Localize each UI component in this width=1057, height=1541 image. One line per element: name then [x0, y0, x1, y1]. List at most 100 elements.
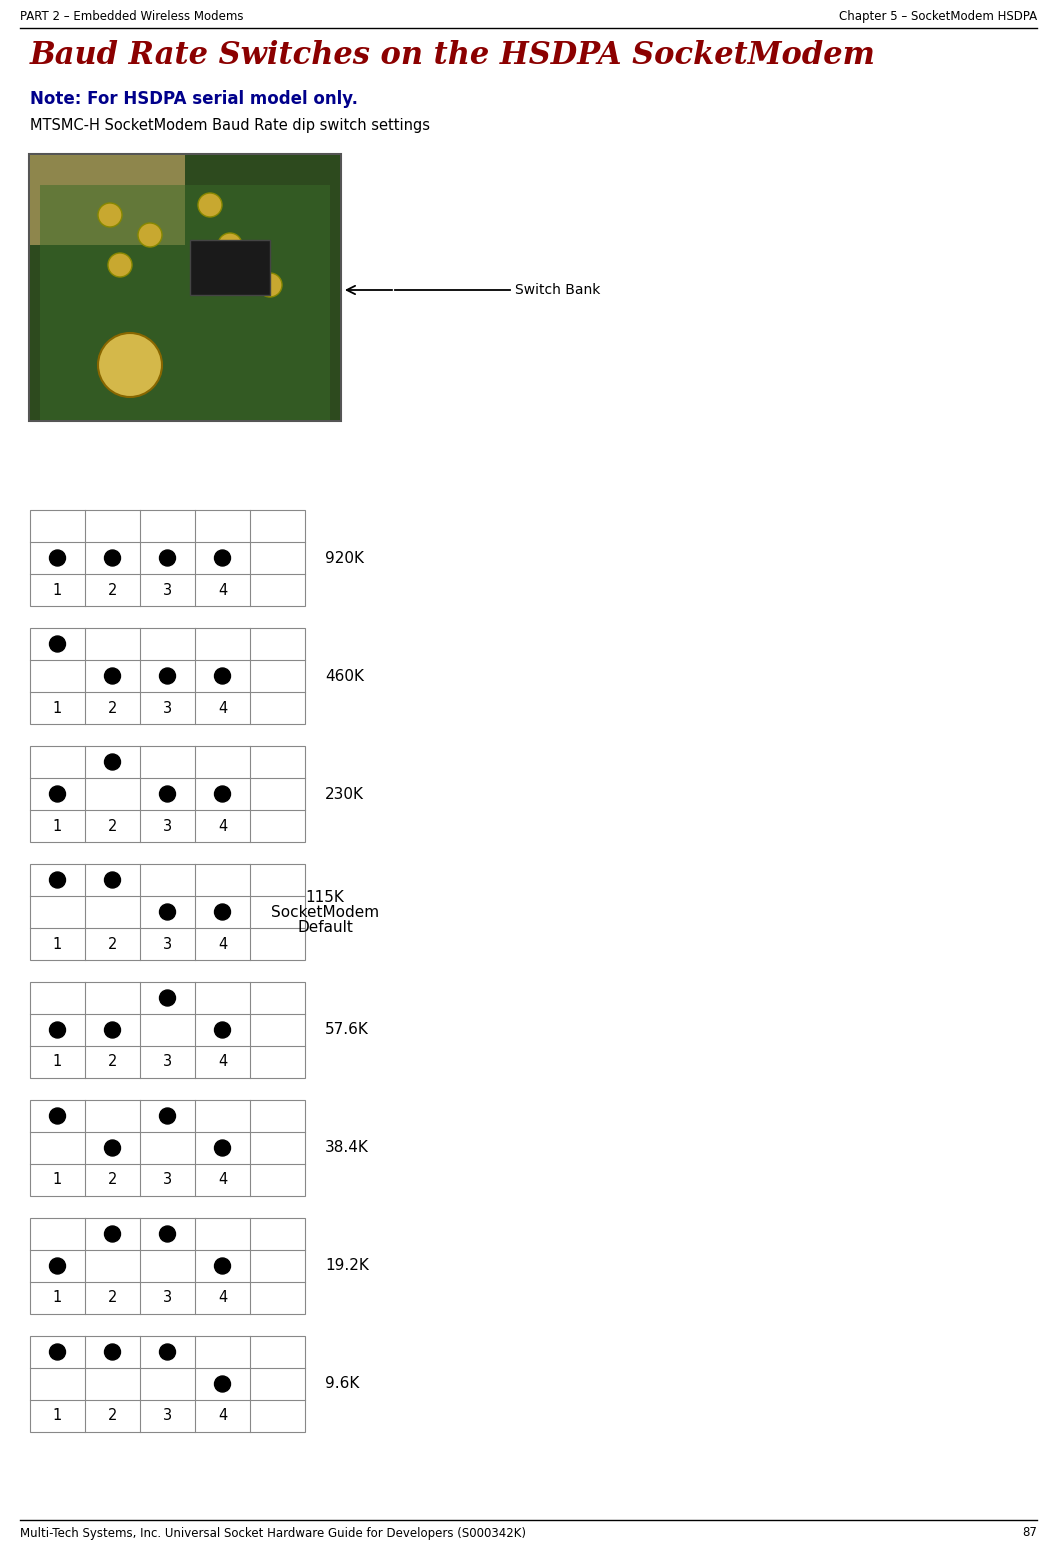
Circle shape [215, 667, 230, 684]
Bar [30, 1336, 305, 1432]
Text: 115K: 115K [305, 889, 345, 905]
Text: 1: 1 [53, 1173, 62, 1188]
Text: 1: 1 [53, 818, 62, 834]
Text: 1: 1 [53, 1408, 62, 1424]
Circle shape [105, 550, 120, 566]
Bar [30, 629, 305, 724]
Text: 4: 4 [218, 1408, 227, 1424]
Circle shape [138, 223, 162, 247]
Circle shape [105, 1344, 120, 1361]
Text: 230K: 230K [324, 786, 364, 801]
Text: 1: 1 [53, 582, 62, 598]
Circle shape [98, 203, 122, 227]
Circle shape [50, 636, 66, 652]
Bar [30, 1100, 305, 1196]
Bar [29, 154, 341, 421]
Text: 3: 3 [163, 937, 172, 951]
Circle shape [98, 333, 162, 398]
Text: 2: 2 [108, 1290, 117, 1305]
Text: 2: 2 [108, 818, 117, 834]
Bar [30, 156, 340, 421]
Circle shape [105, 1022, 120, 1039]
Text: 2: 2 [108, 1408, 117, 1424]
Text: 2: 2 [108, 701, 117, 715]
Text: Default: Default [297, 920, 353, 934]
Text: 920K: 920K [324, 550, 364, 566]
Circle shape [105, 1140, 120, 1156]
Circle shape [50, 1257, 66, 1274]
Text: Multi-Tech Systems, Inc. Universal Socket Hardware Guide for Developers (S000342: Multi-Tech Systems, Inc. Universal Socke… [20, 1527, 526, 1539]
Text: 3: 3 [163, 1290, 172, 1305]
Circle shape [50, 550, 66, 566]
Circle shape [160, 786, 175, 801]
Circle shape [198, 193, 222, 217]
Text: 1: 1 [53, 1054, 62, 1069]
Circle shape [215, 905, 230, 920]
Text: 3: 3 [163, 1408, 172, 1424]
Circle shape [105, 872, 120, 888]
Text: 2: 2 [108, 1173, 117, 1188]
Text: Baud Rate Switches on the HSDPA SocketModem: Baud Rate Switches on the HSDPA SocketMo… [30, 40, 876, 71]
Circle shape [160, 667, 175, 684]
Bar [190, 240, 270, 294]
Text: Switch Bank: Switch Bank [515, 284, 600, 297]
Text: 4: 4 [218, 701, 227, 715]
Circle shape [215, 550, 230, 566]
Text: 4: 4 [218, 937, 227, 951]
Bar [30, 746, 305, 841]
Circle shape [160, 550, 175, 566]
Text: 9.6K: 9.6K [324, 1376, 359, 1392]
Circle shape [50, 786, 66, 801]
Text: 4: 4 [218, 1290, 227, 1305]
Circle shape [50, 1022, 66, 1039]
Text: 87: 87 [1022, 1527, 1037, 1539]
Circle shape [215, 1022, 230, 1039]
Text: 57.6K: 57.6K [324, 1023, 369, 1037]
Circle shape [50, 1344, 66, 1361]
Circle shape [160, 1344, 175, 1361]
Circle shape [50, 872, 66, 888]
Circle shape [105, 1227, 120, 1242]
Bar [30, 510, 305, 606]
Circle shape [105, 667, 120, 684]
Text: 4: 4 [218, 1054, 227, 1069]
Text: 1: 1 [53, 701, 62, 715]
Circle shape [160, 989, 175, 1006]
Text: 3: 3 [163, 1054, 172, 1069]
Text: 4: 4 [218, 818, 227, 834]
Text: 19.2K: 19.2K [324, 1259, 369, 1273]
Circle shape [105, 754, 120, 770]
Text: SocketModem: SocketModem [271, 905, 379, 920]
Circle shape [215, 786, 230, 801]
Text: Chapter 5 – SocketModem HSDPA: Chapter 5 – SocketModem HSDPA [839, 9, 1037, 23]
Circle shape [50, 1108, 66, 1123]
Bar [30, 982, 305, 1079]
Text: 4: 4 [218, 1173, 227, 1188]
Text: Note: For HSDPA serial model only.: Note: For HSDPA serial model only. [30, 89, 358, 108]
Circle shape [108, 253, 132, 277]
Text: MTSMC-H SocketModem Baud Rate dip switch settings: MTSMC-H SocketModem Baud Rate dip switch… [30, 119, 430, 133]
Bar [40, 185, 330, 421]
Circle shape [258, 273, 282, 297]
Circle shape [215, 1376, 230, 1392]
Text: 2: 2 [108, 582, 117, 598]
Text: 2: 2 [108, 937, 117, 951]
Text: 2: 2 [108, 1054, 117, 1069]
Circle shape [160, 905, 175, 920]
Circle shape [160, 1108, 175, 1123]
Circle shape [218, 233, 242, 257]
Circle shape [215, 1140, 230, 1156]
Text: 460K: 460K [324, 669, 364, 684]
Circle shape [160, 1227, 175, 1242]
Circle shape [215, 1257, 230, 1274]
Text: 3: 3 [163, 701, 172, 715]
Bar [30, 156, 185, 245]
Bar [30, 865, 305, 960]
Text: 3: 3 [163, 1173, 172, 1188]
Bar [30, 1217, 305, 1314]
Text: 1: 1 [53, 937, 62, 951]
Text: 38.4K: 38.4K [324, 1140, 369, 1156]
Text: 3: 3 [163, 818, 172, 834]
Text: 4: 4 [218, 582, 227, 598]
Text: 1: 1 [53, 1290, 62, 1305]
